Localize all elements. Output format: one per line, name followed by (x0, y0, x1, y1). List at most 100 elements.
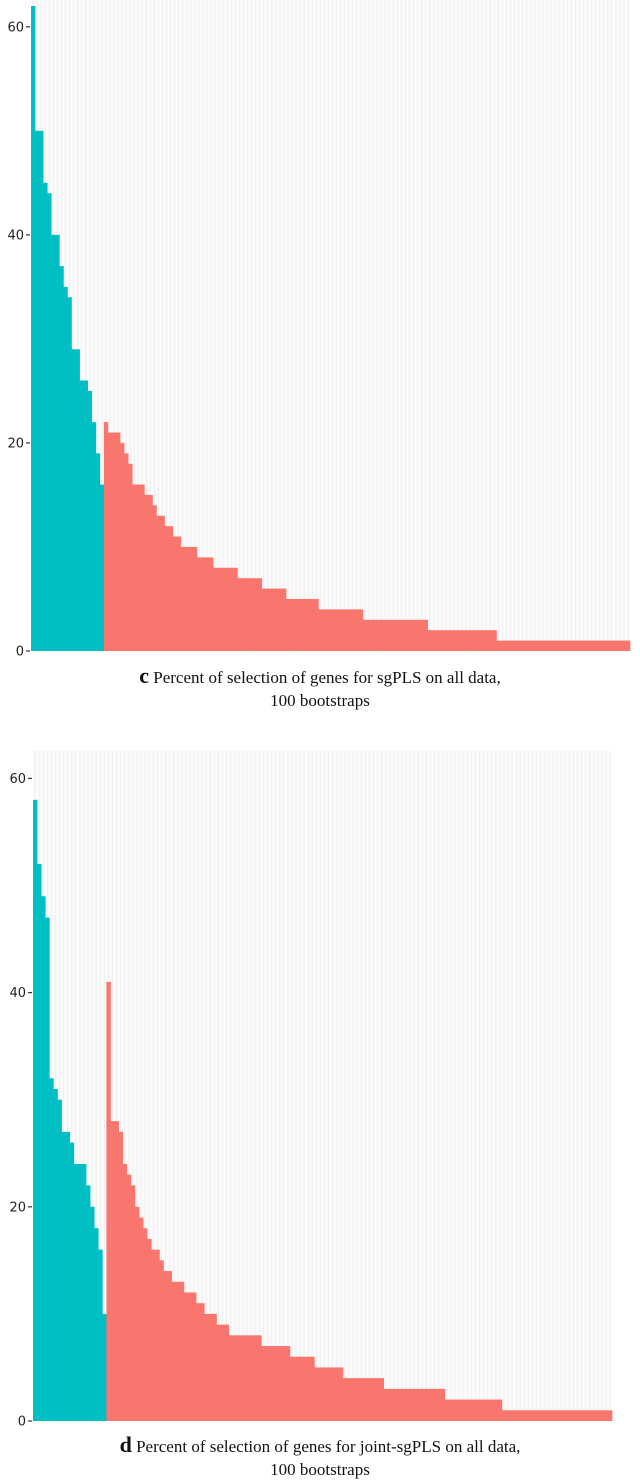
bar-93 (408, 1388, 413, 1421)
bar-106 (461, 1399, 466, 1421)
bar-2 (37, 864, 42, 1421)
bar-142 (607, 1410, 613, 1421)
bar-128 (545, 640, 550, 651)
bar-104 (452, 1399, 458, 1421)
bar-126 (536, 640, 542, 651)
bar-6 (51, 234, 56, 651)
bar-10 (67, 297, 72, 651)
chart-panel-d: 0 20 40 60 d Percent of selection of genes … (0, 740, 640, 1484)
bar-39 (187, 1292, 193, 1421)
bar-91 (395, 619, 400, 651)
bar-119 (514, 1410, 519, 1421)
bar-127 (546, 1410, 552, 1421)
bar-9 (63, 286, 68, 651)
caption-c: c Percent of selection of genes for sgPL… (0, 664, 640, 712)
bar-6 (53, 1089, 58, 1421)
bar-24 (124, 453, 129, 651)
bar-97 (424, 1388, 429, 1421)
bar-63 (285, 1346, 291, 1421)
bar-18 (99, 484, 105, 651)
bar-58 (261, 588, 267, 651)
bar-90 (395, 1388, 401, 1421)
bar-97 (419, 619, 424, 651)
bar-1 (33, 799, 38, 1421)
bar-91 (399, 1388, 405, 1421)
bar-101 (435, 630, 441, 651)
bar-51 (236, 1335, 242, 1421)
bar-60 (269, 588, 275, 651)
bar-80 (350, 609, 356, 651)
bar-87 (379, 619, 384, 651)
bar-131 (557, 640, 562, 651)
bar-68 (306, 1356, 311, 1421)
bar-19 (106, 981, 111, 1421)
bar-34 (164, 526, 169, 651)
bar-27 (136, 484, 141, 651)
bar-134 (569, 640, 574, 651)
bar-8 (59, 266, 64, 651)
bar-30 (148, 494, 153, 651)
bar-144 (609, 640, 615, 651)
bar-146 (617, 640, 623, 651)
bar-26 (132, 484, 137, 651)
bar-39 (184, 546, 190, 651)
bar-103 (448, 1399, 454, 1421)
y-tick-label-60: 60 (9, 772, 26, 787)
bar-120 (518, 1410, 523, 1421)
y-tick-label-20: 20 (7, 436, 24, 451)
bar-122 (526, 1410, 531, 1421)
bar-124 (534, 1410, 539, 1421)
bar-44 (205, 557, 210, 651)
bar-56 (257, 1335, 262, 1421)
bar-23 (122, 1163, 128, 1421)
bar-114 (493, 1399, 499, 1421)
bar-78 (346, 1378, 352, 1421)
bar-140 (599, 1410, 605, 1421)
y-axis: 0 20 40 60 (7, 20, 30, 660)
bar-96 (415, 619, 420, 651)
bar-90 (391, 619, 396, 651)
bar-3 (41, 896, 46, 1421)
bar-138 (585, 640, 590, 651)
bar-61 (277, 1346, 283, 1421)
bar-136 (583, 1410, 588, 1421)
bar-81 (354, 609, 360, 651)
caption-letter-d: d (119, 1432, 132, 1457)
bar-52 (240, 1335, 246, 1421)
y-axis: 0 20 40 60 (9, 772, 32, 1430)
bar-94 (412, 1388, 417, 1421)
bar-86 (379, 1378, 385, 1421)
bar-47 (220, 1324, 225, 1421)
bar-46 (216, 1324, 221, 1421)
bar-21 (114, 1121, 119, 1421)
bar-98 (428, 1388, 433, 1421)
bar-7 (55, 234, 60, 651)
bar-70 (314, 1367, 319, 1421)
bar-38 (180, 546, 186, 651)
bar-106 (455, 630, 461, 651)
bar-32 (159, 1260, 164, 1421)
bar-40 (188, 546, 194, 651)
bar-123 (530, 1410, 535, 1421)
bar-17 (98, 1249, 103, 1421)
bar-57 (257, 578, 263, 651)
bar-61 (273, 588, 279, 651)
bar-135 (579, 1410, 584, 1421)
bar-62 (277, 588, 283, 651)
bar-147 (621, 640, 627, 651)
bar-105 (451, 630, 457, 651)
bar-98 (423, 619, 428, 651)
bar-13 (79, 380, 84, 651)
bar-137 (581, 640, 586, 651)
bar-74 (330, 1367, 336, 1421)
bar-95 (411, 619, 416, 651)
bar-145 (613, 640, 619, 651)
bar-81 (359, 1378, 364, 1421)
bar-114 (488, 630, 493, 651)
bar-67 (298, 598, 303, 651)
y-tick-label-20: 20 (9, 1200, 26, 1215)
bar-84 (366, 619, 372, 651)
bar-37 (176, 536, 182, 651)
bar-125 (538, 1410, 544, 1421)
bar-65 (293, 1356, 299, 1421)
